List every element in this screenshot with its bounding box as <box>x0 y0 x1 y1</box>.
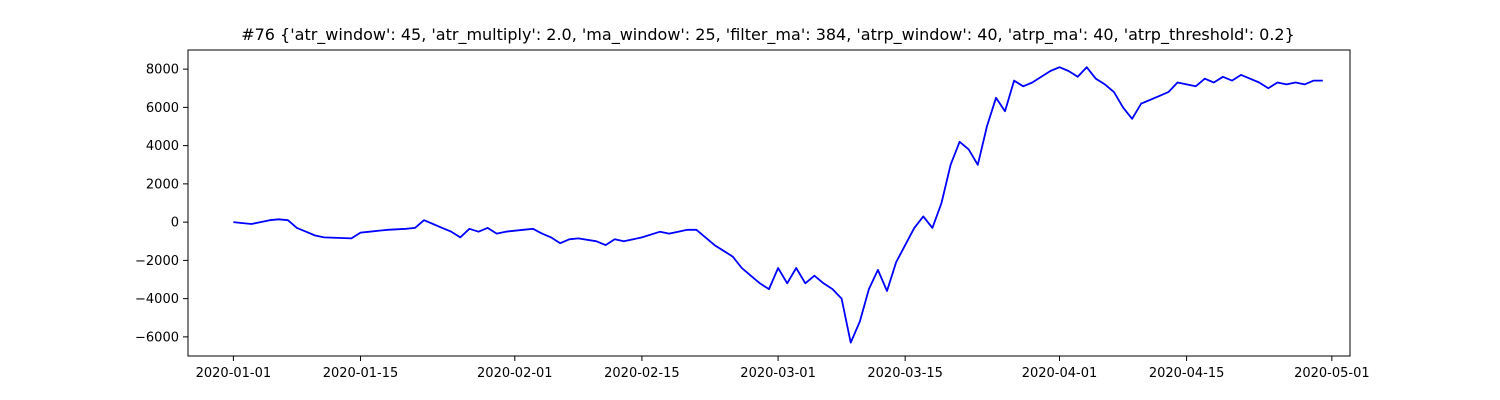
plot-area <box>233 66 1323 344</box>
y-tick-label: −6000 <box>135 330 179 345</box>
plot-frame <box>187 49 1351 357</box>
y-tick-label: 4000 <box>146 139 179 154</box>
x-tick-label: 2020-05-01 <box>1294 366 1370 381</box>
y-tick-label: 8000 <box>146 63 179 78</box>
y-tick-label: 0 <box>171 216 179 231</box>
x-tick-label: 2020-04-01 <box>1022 366 1098 381</box>
x-tick-label: 2020-02-01 <box>477 366 553 381</box>
x-tick-label: 2020-04-15 <box>1149 366 1225 381</box>
y-tick-label: −4000 <box>135 292 179 307</box>
y-tick-label: 2000 <box>146 177 179 192</box>
y-axis: −6000 −4000 −2000 0 2000 4000 6000 8000 <box>135 63 188 345</box>
chart-title: #76 {'atr_window': 45, 'atr_multiply': 2… <box>241 25 1295 45</box>
x-tick-label: 2020-03-15 <box>867 366 943 381</box>
x-tick-label: 2020-03-01 <box>740 366 816 381</box>
series-line-0 <box>233 66 1323 344</box>
x-tick-label: 2020-01-15 <box>323 366 399 381</box>
x-axis: 2020-01-01 2020-01-15 2020-02-01 2020-02-15… <box>196 356 1370 381</box>
y-tick-label: 6000 <box>146 101 179 116</box>
y-tick-label: −2000 <box>135 254 179 269</box>
x-tick-label: 2020-01-01 <box>196 366 272 381</box>
x-tick-label: 2020-02-15 <box>604 366 680 381</box>
